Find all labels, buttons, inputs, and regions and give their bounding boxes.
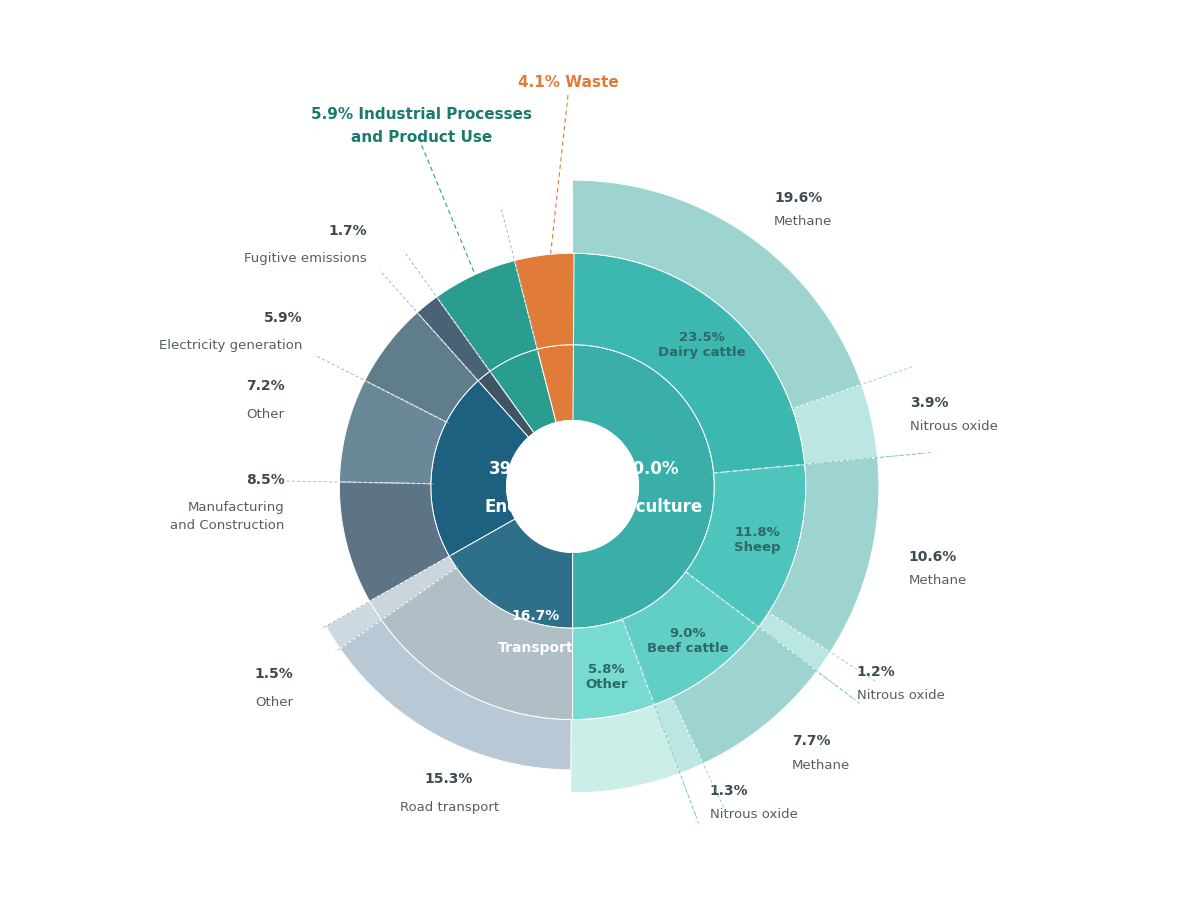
Polygon shape (515, 254, 574, 350)
Text: 4.1% Waste: 4.1% Waste (517, 74, 618, 89)
Polygon shape (623, 573, 758, 705)
Text: 3.9%: 3.9% (911, 396, 949, 410)
Text: 11.8%
Sheep: 11.8% Sheep (734, 526, 780, 553)
Polygon shape (672, 628, 817, 764)
Text: 39.9%: 39.9% (488, 460, 547, 478)
Text: Electricity generation: Electricity generation (160, 339, 302, 352)
Text: Nitrous oxide: Nitrous oxide (709, 807, 798, 820)
Polygon shape (538, 346, 574, 424)
Polygon shape (572, 346, 714, 629)
Polygon shape (340, 381, 446, 484)
Polygon shape (340, 482, 449, 602)
Text: Other: Other (256, 695, 294, 709)
Text: 23.5%
Dairy cattle: 23.5% Dairy cattle (658, 331, 745, 359)
Polygon shape (478, 372, 534, 437)
Polygon shape (340, 620, 572, 770)
Text: Fugitive emissions: Fugitive emissions (244, 252, 367, 266)
Text: 1.5%: 1.5% (254, 666, 294, 681)
Polygon shape (769, 458, 878, 652)
Polygon shape (685, 465, 805, 628)
Polygon shape (382, 568, 572, 720)
Polygon shape (758, 613, 830, 672)
Text: Agriculture: Agriculture (598, 498, 703, 516)
Text: 10.6%: 10.6% (908, 550, 956, 563)
Circle shape (506, 421, 638, 552)
Polygon shape (792, 385, 877, 465)
Polygon shape (571, 619, 654, 720)
Text: 5.9% Industrial Processes: 5.9% Industrial Processes (311, 107, 532, 121)
Polygon shape (449, 519, 572, 629)
Text: Manufacturing: Manufacturing (187, 501, 284, 514)
Text: 50.0%: 50.0% (622, 460, 679, 478)
Text: 1.3%: 1.3% (709, 783, 749, 797)
Text: 5.8%
Other: 5.8% Other (584, 662, 628, 690)
Text: 7.2%: 7.2% (246, 379, 284, 392)
Text: 5.9%: 5.9% (264, 311, 302, 324)
Text: 1.7%: 1.7% (328, 223, 367, 237)
Polygon shape (418, 298, 490, 381)
Polygon shape (326, 602, 382, 649)
Text: 9.0%
Beef cattle: 9.0% Beef cattle (647, 627, 728, 654)
Text: and Product Use: and Product Use (352, 130, 492, 144)
Text: 7.7%: 7.7% (792, 733, 830, 747)
Text: Nitrous oxide: Nitrous oxide (857, 688, 944, 701)
Polygon shape (437, 261, 538, 372)
Text: 8.5%: 8.5% (246, 472, 284, 486)
Polygon shape (572, 181, 862, 409)
Text: Other: Other (246, 407, 284, 420)
Polygon shape (571, 705, 680, 793)
Text: 15.3%: 15.3% (425, 772, 473, 786)
Text: Energy: Energy (485, 498, 551, 516)
Text: 16.7%: 16.7% (512, 608, 560, 622)
Text: Transport: Transport (498, 641, 574, 654)
Text: Nitrous oxide: Nitrous oxide (911, 420, 998, 433)
Text: 19.6%: 19.6% (774, 191, 822, 205)
Polygon shape (370, 557, 456, 620)
Text: 1.2%: 1.2% (857, 664, 895, 678)
Polygon shape (572, 254, 805, 473)
Text: Methane: Methane (792, 758, 851, 771)
Polygon shape (490, 350, 556, 434)
Polygon shape (365, 313, 478, 423)
Text: Methane: Methane (774, 215, 833, 228)
Text: Methane: Methane (908, 573, 967, 586)
Polygon shape (654, 698, 703, 774)
Text: and Construction: and Construction (170, 518, 284, 531)
Polygon shape (431, 381, 529, 557)
Text: Road transport: Road transport (400, 800, 499, 813)
